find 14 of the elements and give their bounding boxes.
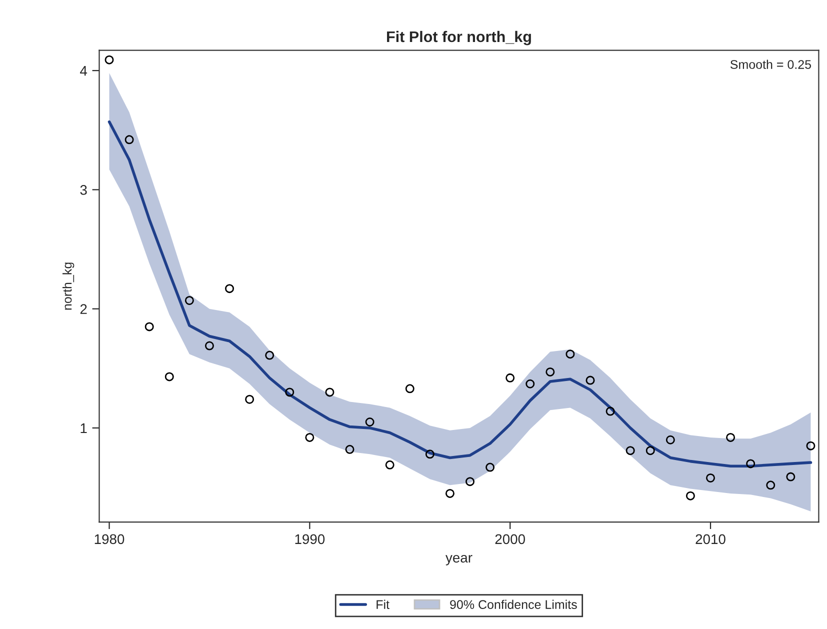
y-tick-label: 1 [80,423,87,433]
x-tick-label: 1980 [94,534,124,544]
x-axis-title: year [446,554,472,566]
y-tick-label: 4 [80,66,88,76]
x-tick-label: 2010 [696,534,726,544]
x-tick-label: 1990 [295,534,325,544]
y-axis-title: north_kg [62,262,74,310]
annotation: Smooth = 0.25 [730,60,812,69]
chart-title: Fit Plot for north_kg [387,30,531,46]
legend-label: Fit [376,600,390,609]
text: 90% Confidence Limits [450,600,577,609]
x-tick-label: 2000 [495,534,525,544]
y-tick-label: 2 [80,304,87,314]
y-tick-label: 3 [80,185,87,195]
